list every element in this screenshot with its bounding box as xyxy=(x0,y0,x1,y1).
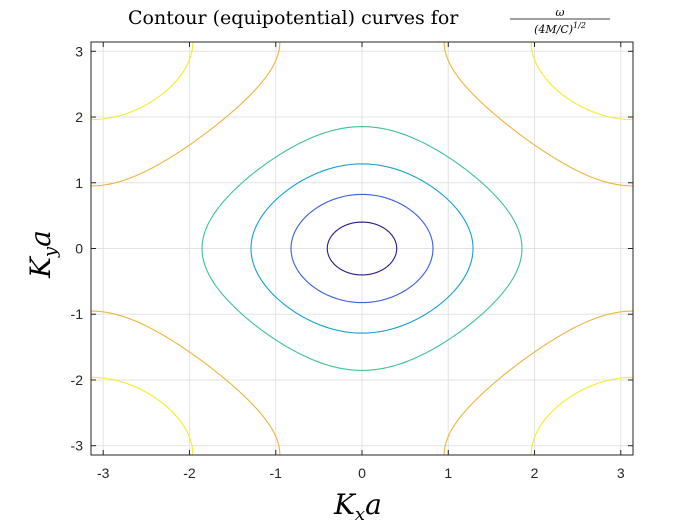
contour-level xyxy=(90,41,634,456)
y-axis-label-sub: y xyxy=(40,246,61,258)
y-tick-label: 3 xyxy=(75,43,83,59)
contour-lines xyxy=(90,41,634,456)
y-tick-label: 0 xyxy=(75,241,83,257)
x-tick-label: 1 xyxy=(444,465,452,481)
title-fraction: ω (4M/C)1/2 xyxy=(510,6,610,36)
x-axis-label: Kxa xyxy=(333,488,382,525)
x-tick-label: -2 xyxy=(183,465,196,481)
x-tick-label: -3 xyxy=(97,465,110,481)
title-fraction-denominator: (4M/C)1/2 xyxy=(534,21,586,36)
y-axis-label-main: K xyxy=(24,255,57,279)
contour-level xyxy=(201,126,523,371)
y-axis-label: Kya xyxy=(24,230,61,279)
y-axis-label-tail: a xyxy=(24,230,57,247)
contour-level xyxy=(326,221,398,276)
contour-level xyxy=(90,41,634,456)
title-fraction-denominator-base: (4M/C) xyxy=(534,23,573,36)
y-tick-label: 1 xyxy=(75,175,83,191)
y-tick-label: 2 xyxy=(75,109,83,125)
contour-level xyxy=(250,163,474,334)
x-tick-label: -1 xyxy=(270,465,283,481)
y-tick-label: -3 xyxy=(71,438,84,454)
x-tick-label: 2 xyxy=(531,465,539,481)
grid-lines xyxy=(91,42,633,455)
chart-title-prefix: Contour (equipotential) curves for xyxy=(128,7,459,29)
x-tick-label: 3 xyxy=(617,465,625,481)
y-tick-label: -1 xyxy=(71,306,84,322)
chart-title: Contour (equipotential) curves for xyxy=(128,7,459,29)
title-fraction-denominator-exp: 1/2 xyxy=(573,21,586,30)
x-axis-label-main: K xyxy=(333,488,357,521)
contour-level xyxy=(290,193,434,304)
x-tick-labels: -3 -2 -1 0 1 2 3 xyxy=(97,465,625,481)
y-tick-label: -2 xyxy=(71,372,84,388)
x-axis-label-tail: a xyxy=(365,488,382,521)
x-axis-label-sub: x xyxy=(355,504,365,525)
ticks xyxy=(91,42,633,455)
title-fraction-numerator: ω xyxy=(556,6,565,19)
x-tick-label: 0 xyxy=(358,465,366,481)
y-tick-labels: -3 -2 -1 0 1 2 3 xyxy=(71,43,84,453)
